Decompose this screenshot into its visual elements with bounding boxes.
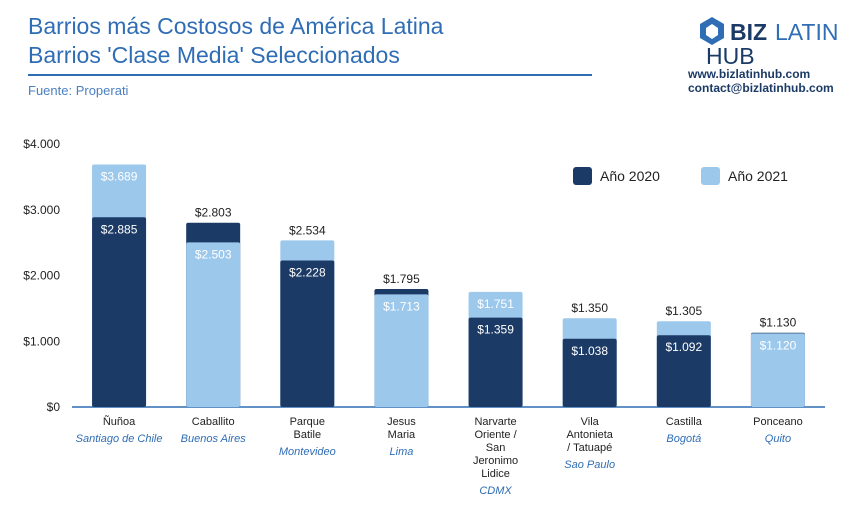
value-label: $3.689: [101, 169, 138, 183]
legend-label: Año 2020: [600, 168, 660, 184]
bar: [374, 294, 429, 407]
email: contact@bizlatinhub.com: [688, 81, 834, 95]
y-tick-label: $4.000: [23, 137, 60, 151]
y-tick-label: $1.000: [23, 334, 60, 348]
title-line: Barrios más Costosos de América Latina: [28, 13, 444, 39]
x-tick-label: Castilla: [666, 416, 703, 428]
x-tick-label: Ñuñoa: [103, 415, 136, 428]
value-label: $1.130: [760, 316, 797, 330]
logo-icon: [706, 24, 718, 39]
value-label: $2.228: [289, 266, 326, 280]
x-tick-label: Caballito: [192, 416, 235, 428]
value-label: $2.803: [195, 206, 232, 220]
location-label: Lima: [390, 446, 414, 458]
value-label: $1.305: [665, 304, 702, 318]
y-tick-label: $2.000: [23, 269, 60, 283]
location-label: Buenos Aires: [181, 433, 247, 445]
bar: [92, 217, 147, 407]
legend-label: Año 2021: [728, 168, 788, 184]
bar: [280, 260, 335, 407]
legend-swatch: [701, 167, 720, 185]
website: www.bizlatinhub.com: [687, 67, 810, 81]
logo: BIZ LATIN HUB: [700, 17, 838, 69]
value-label: $1.120: [760, 338, 797, 352]
y-tick-label: $3.000: [23, 203, 60, 217]
location-label: Quito: [765, 433, 791, 445]
value-label: $2.885: [101, 222, 138, 236]
y-tick-label: $0: [47, 400, 61, 414]
value-label: $1.359: [477, 323, 514, 337]
value-label: $1.713: [383, 299, 420, 313]
x-tick-label: Jesus Maria: [387, 416, 416, 441]
value-label: $1.092: [665, 340, 702, 354]
bar: [656, 335, 711, 407]
value-label: $1.038: [571, 344, 608, 358]
value-label: $1.795: [383, 272, 420, 286]
bar: [562, 338, 617, 407]
x-tick-label: Parque Batile: [290, 416, 325, 441]
location-label: Santiago de Chile: [76, 433, 163, 445]
value-label: $1.350: [571, 301, 608, 315]
logo-word: LATIN: [775, 19, 838, 45]
logo-word: HUB: [706, 43, 755, 69]
bar: [750, 333, 805, 407]
source: Fuente: Properati: [28, 83, 129, 98]
x-tick-label: Narvarte Oriente / San Jeronimo Lidice: [473, 416, 518, 480]
title-line: Barrios 'Clase Media' Seleccionados: [28, 42, 400, 68]
legend-swatch: [573, 167, 592, 185]
location-label: Montevideo: [279, 446, 336, 458]
x-tick-label: Vila Antonieta / Tatuapé: [566, 416, 613, 454]
bar: [186, 242, 241, 407]
value-label: $1.751: [477, 297, 514, 311]
x-tick-label: Ponceano: [753, 416, 803, 428]
location-label: Bogotá: [666, 433, 701, 445]
value-label: $2.534: [289, 223, 326, 237]
location-label: Sao Paulo: [564, 459, 615, 471]
value-label: $2.503: [195, 247, 232, 261]
location-label: CDMX: [479, 485, 512, 497]
logo-word: BIZ: [730, 19, 767, 45]
bar: [468, 317, 523, 407]
